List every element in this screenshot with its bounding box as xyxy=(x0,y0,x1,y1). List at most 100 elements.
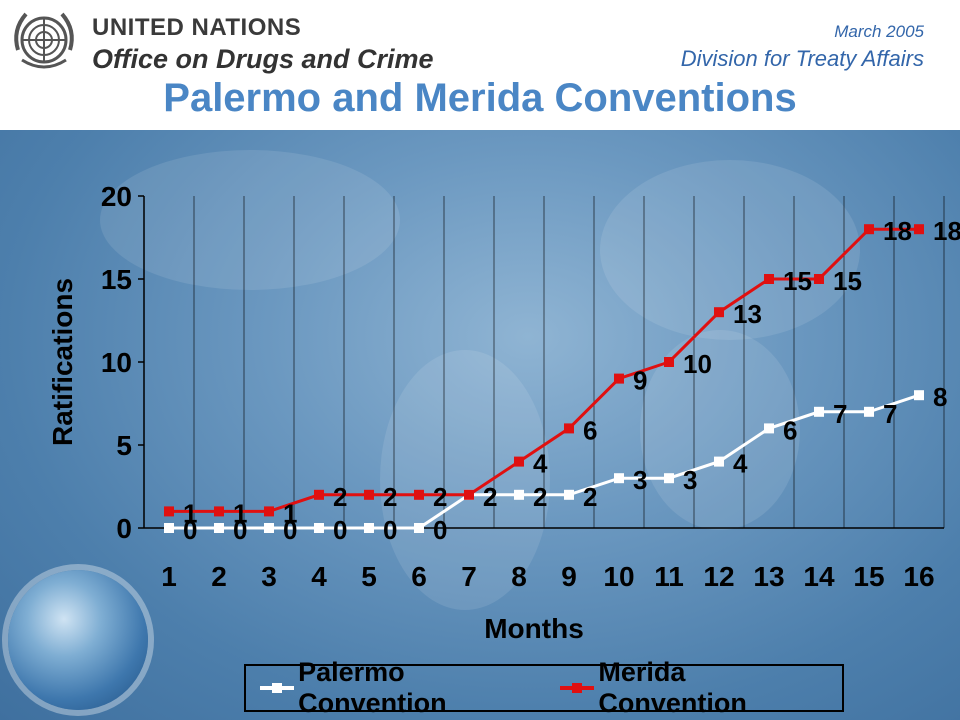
org-line1: UNITED NATIONS xyxy=(92,14,302,41)
data-point-palermo-1 xyxy=(164,523,174,533)
data-point-merida-16 xyxy=(914,224,924,235)
division-label: Division for Treaty Affairs xyxy=(680,46,924,71)
x-tick-label-6: 6 xyxy=(411,561,427,592)
data-point-merida-11 xyxy=(664,357,674,367)
data-point-palermo-6 xyxy=(414,523,424,533)
x-tick-label-12: 12 xyxy=(703,561,734,592)
data-point-merida-3 xyxy=(264,506,274,517)
legend-item-palermo: Palermo Convention xyxy=(260,657,546,719)
data-label-palermo-6: 0 xyxy=(433,515,447,545)
data-label-palermo-11: 3 xyxy=(683,465,697,495)
data-point-palermo-9 xyxy=(564,489,574,500)
data-point-palermo-13 xyxy=(764,423,774,434)
data-label-merida-12: 13 xyxy=(733,299,762,329)
data-point-merida-15 xyxy=(864,224,874,235)
data-point-palermo-14 xyxy=(814,406,824,417)
legend-label-palermo: Palermo Convention xyxy=(298,657,447,718)
data-label-palermo-3: 0 xyxy=(283,515,297,545)
data-point-palermo-5 xyxy=(364,523,374,533)
data-label-merida-13: 15 xyxy=(783,266,812,296)
data-label-palermo-4: 0 xyxy=(333,515,347,545)
x-tick-label-10: 10 xyxy=(603,561,634,592)
data-point-merida-10 xyxy=(614,373,624,384)
data-point-merida-5 xyxy=(364,489,374,500)
legend-label-merida: Merida Convention xyxy=(598,657,747,718)
x-tick-label-13: 13 xyxy=(753,561,784,592)
data-label-merida-14: 15 xyxy=(833,266,862,296)
data-point-merida-2 xyxy=(214,506,224,517)
data-label-merida-15: 18 xyxy=(883,216,912,246)
data-label-palermo-1: 0 xyxy=(183,515,197,545)
x-tick-label-14: 14 xyxy=(803,561,835,592)
data-point-merida-9 xyxy=(564,423,574,434)
series-line-palermo xyxy=(169,393,920,530)
data-label-palermo-14: 7 xyxy=(833,399,847,429)
data-label-merida-3: 1 xyxy=(283,498,297,528)
data-label-palermo-8: 2 xyxy=(533,482,547,512)
legend-symbol-palermo xyxy=(260,678,294,698)
data-point-merida-6 xyxy=(414,489,424,500)
page-title: Palermo and Merida Conventions xyxy=(163,76,797,120)
y-tick-label-20: 20 xyxy=(101,181,132,212)
x-tick-label-16: 16 xyxy=(903,561,934,592)
data-label-merida-8: 4 xyxy=(533,449,548,479)
data-label-merida-1: 1 xyxy=(183,498,197,528)
data-point-merida-12 xyxy=(714,307,724,318)
data-point-merida-13 xyxy=(764,274,774,284)
x-tick-label-8: 8 xyxy=(511,561,527,592)
data-label-palermo-13: 6 xyxy=(783,415,797,445)
x-tick-label-1: 1 xyxy=(161,561,177,592)
data-label-merida-2: 1 xyxy=(233,498,247,528)
data-label-palermo-16: 8 xyxy=(933,382,947,412)
x-tick-label-3: 3 xyxy=(261,561,277,592)
header-bar: UNITED NATIONS Office on Drugs and Crime… xyxy=(0,0,960,130)
data-label-palermo-5: 0 xyxy=(383,515,397,545)
data-label-palermo-7: 2 xyxy=(483,482,497,512)
data-point-merida-4 xyxy=(314,489,324,500)
x-tick-label-2: 2 xyxy=(211,561,227,592)
data-label-palermo-15: 7 xyxy=(883,399,897,429)
un-emblem-icon xyxy=(14,12,74,69)
data-label-merida-11: 10 xyxy=(683,349,712,379)
x-tick-label-5: 5 xyxy=(361,561,377,592)
legend-item-merida: Merida Convention xyxy=(560,657,828,719)
data-point-palermo-10 xyxy=(614,473,624,484)
data-label-merida-10: 9 xyxy=(633,366,647,396)
data-label-palermo-10: 3 xyxy=(633,465,647,495)
data-label-palermo-12: 4 xyxy=(733,449,748,479)
data-point-palermo-15 xyxy=(864,406,874,417)
data-label-merida-6: 2 xyxy=(433,482,447,512)
globe-icon xyxy=(8,570,148,710)
organization-name: UNITED NATIONS Office on Drugs and Crime xyxy=(92,14,434,75)
data-point-palermo-12 xyxy=(714,456,724,467)
data-point-palermo-11 xyxy=(664,473,674,484)
data-point-palermo-3 xyxy=(264,523,274,533)
data-label-palermo-9: 2 xyxy=(583,482,597,512)
data-point-merida-14 xyxy=(814,274,824,284)
data-point-palermo-2 xyxy=(214,523,224,533)
date-label: March 2005 xyxy=(834,22,924,41)
data-point-merida-1 xyxy=(164,506,174,517)
data-point-merida-7 xyxy=(464,489,474,500)
x-tick-label-15: 15 xyxy=(853,561,884,592)
x-axis-title: Months xyxy=(484,613,584,644)
legend: Palermo Convention Merida Convention xyxy=(244,657,844,718)
y-tick-label-15: 15 xyxy=(101,264,132,295)
org-line2: Office on Drugs and Crime xyxy=(92,44,434,74)
x-tick-label-11: 11 xyxy=(654,561,684,592)
y-tick-label-0: 0 xyxy=(116,513,132,544)
y-tick-label-10: 10 xyxy=(101,347,132,378)
data-label-merida-9: 6 xyxy=(583,415,597,445)
data-point-palermo-16 xyxy=(914,390,924,401)
y-axis-title: Ratifications xyxy=(47,278,78,446)
x-tick-label-4: 4 xyxy=(311,561,327,592)
data-label-palermo-2: 0 xyxy=(233,515,247,545)
data-point-palermo-8 xyxy=(514,489,524,500)
series-line-merida xyxy=(169,227,919,513)
x-tick-label-7: 7 xyxy=(461,561,477,592)
legend-symbol-merida xyxy=(560,678,595,698)
data-point-merida-8 xyxy=(514,456,524,467)
data-label-merida-7: 2 xyxy=(483,482,497,512)
x-tick-label-9: 9 xyxy=(561,561,577,592)
